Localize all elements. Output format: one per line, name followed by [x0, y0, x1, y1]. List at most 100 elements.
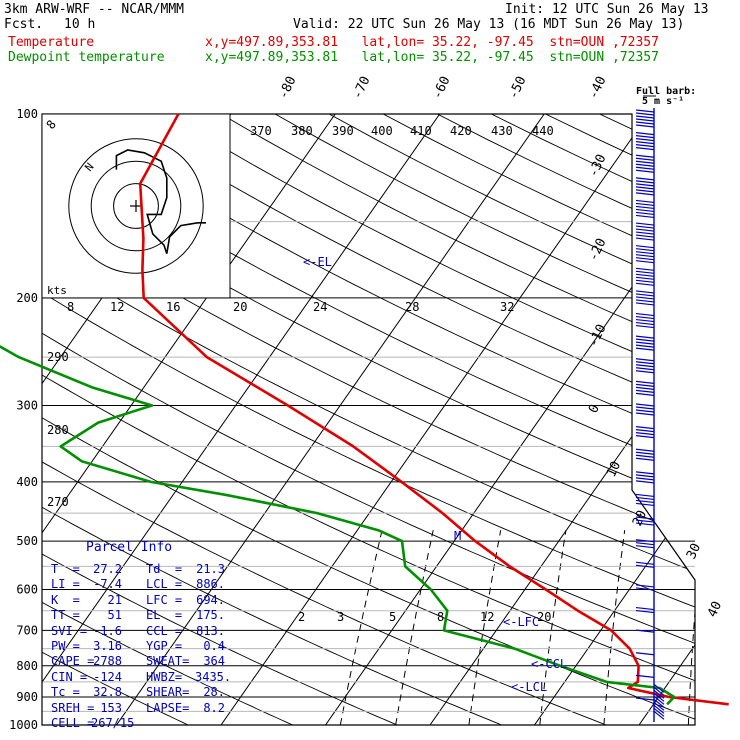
- wind-barb: [635, 584, 655, 591]
- ccl-marker: <-CCL: [531, 657, 567, 671]
- wind-barb: [635, 222, 655, 241]
- pressure-tick-label: 1000: [9, 718, 38, 732]
- barb-line: [635, 296, 655, 300]
- wind-speed-tick-label: 12: [110, 300, 124, 314]
- barb-line: [635, 270, 655, 274]
- barb-line: [635, 457, 655, 461]
- barb-line: [635, 251, 655, 255]
- isotherm-line: [107, 114, 555, 725]
- pressure-tick-label: 200: [16, 291, 38, 305]
- isotherm-line: [734, 100, 740, 738]
- barb-line: [635, 177, 655, 181]
- barb-line: [635, 370, 655, 374]
- barb-line: [635, 435, 655, 439]
- mixing-ratio-line: [339, 530, 383, 725]
- parcel-cell: 21.3: [196, 562, 225, 576]
- wind-barb: [635, 109, 655, 128]
- barb-line: [635, 318, 655, 323]
- wind-barb: [635, 199, 655, 219]
- barb-line: [635, 166, 655, 170]
- barb-line: [635, 302, 655, 306]
- parcel-cell: 32.8: [93, 685, 122, 700]
- wind-speed-tick-label: 32: [500, 300, 514, 314]
- barb-line: [635, 429, 655, 433]
- wind-barb: [635, 448, 655, 461]
- mixing-ratio-lines: [339, 530, 695, 725]
- barb-line: [635, 499, 655, 504]
- barb-line: [635, 341, 655, 345]
- temperature-tick-label: 40: [705, 599, 725, 620]
- temperature-tick-label: -40: [586, 74, 610, 102]
- dewpoint-profile: [0, 345, 676, 706]
- parcel-cell: 813.: [196, 623, 225, 638]
- parcel-cell: CELL =: [51, 716, 95, 730]
- wind-speed-tick-label: 16: [166, 300, 180, 314]
- dry-adiabat: [42, 114, 534, 725]
- wind-barb: [635, 697, 655, 701]
- parcel-cell: Tc =: [51, 685, 80, 700]
- fcst-hours: 10 h: [64, 17, 96, 32]
- barb-line: [635, 403, 655, 407]
- barb-line: [653, 707, 665, 717]
- barb-line: [635, 228, 655, 232]
- barb-legend-title: Full barb:: [636, 86, 696, 97]
- temperature-tick-label: -20: [586, 236, 610, 264]
- barb-line: [635, 451, 655, 455]
- barb-line: [635, 231, 655, 235]
- plot-frame: [41, 113, 696, 726]
- isotherm-line: [629, 114, 695, 725]
- parcel-cell: 886.: [196, 577, 225, 592]
- dewpoint-location: x,y=497.89,353.81 lat,lon= 35.22, -97.45…: [205, 50, 659, 65]
- profiles: [0, 113, 729, 706]
- barb-line: [635, 248, 655, 252]
- hodograph-ring: [113, 183, 159, 229]
- barb-line: [635, 112, 655, 116]
- barb-line: [635, 180, 655, 184]
- mixing-ratio-line: [468, 530, 502, 725]
- mixing-ratio-tick-label: 12: [480, 610, 494, 624]
- barb-line: [635, 192, 655, 196]
- dry-adiabat: [42, 114, 695, 725]
- barb-line: [635, 629, 655, 633]
- theta-tick-label: 390: [332, 124, 354, 138]
- dry-adiabat: [112, 114, 695, 725]
- barb-line: [635, 392, 655, 396]
- theta-tick-label: 270: [47, 495, 69, 509]
- wind-barb: [635, 335, 655, 351]
- dry-adiabat: [599, 114, 695, 725]
- temperature-tick-label: -10: [586, 322, 610, 350]
- isotherm-line: [42, 114, 450, 725]
- wind-speed-tick-label: 28: [405, 300, 419, 314]
- dry-adiabat: [491, 114, 695, 725]
- barb-line: [635, 237, 655, 241]
- barb-line: [635, 290, 655, 294]
- barb-line: [635, 202, 655, 207]
- barb-line: [635, 502, 655, 507]
- barb-line: [653, 686, 665, 696]
- barb-line: [635, 245, 655, 249]
- hodograph-ring: [68, 138, 204, 274]
- hodograph-trace: [115, 149, 206, 254]
- mixing-ratio-tick-label: 3: [337, 610, 344, 624]
- dry-adiabat: [42, 114, 695, 725]
- barb-line: [635, 522, 655, 526]
- barb-line: [635, 273, 655, 277]
- fcst-label: Fcst.: [4, 17, 44, 32]
- wind-barb: [635, 629, 655, 633]
- pressure-tick-label: 700: [16, 623, 38, 637]
- dry-adiabat: [42, 114, 695, 725]
- theta-tick-label: 420: [450, 124, 472, 138]
- wind-barb: [635, 403, 655, 416]
- dry-adiabat: [382, 114, 695, 725]
- barb-line: [635, 361, 655, 365]
- wind-barb: [635, 245, 655, 264]
- wind-barb: [635, 493, 655, 507]
- barb-line: [635, 299, 655, 303]
- parcel-cell: SVI =: [51, 623, 88, 638]
- barb-line: [635, 584, 655, 588]
- barb-line: [635, 132, 655, 136]
- barb-line: [635, 474, 655, 478]
- barb-line: [635, 135, 655, 139]
- wind-barb: [635, 380, 655, 396]
- barb-line: [635, 214, 655, 219]
